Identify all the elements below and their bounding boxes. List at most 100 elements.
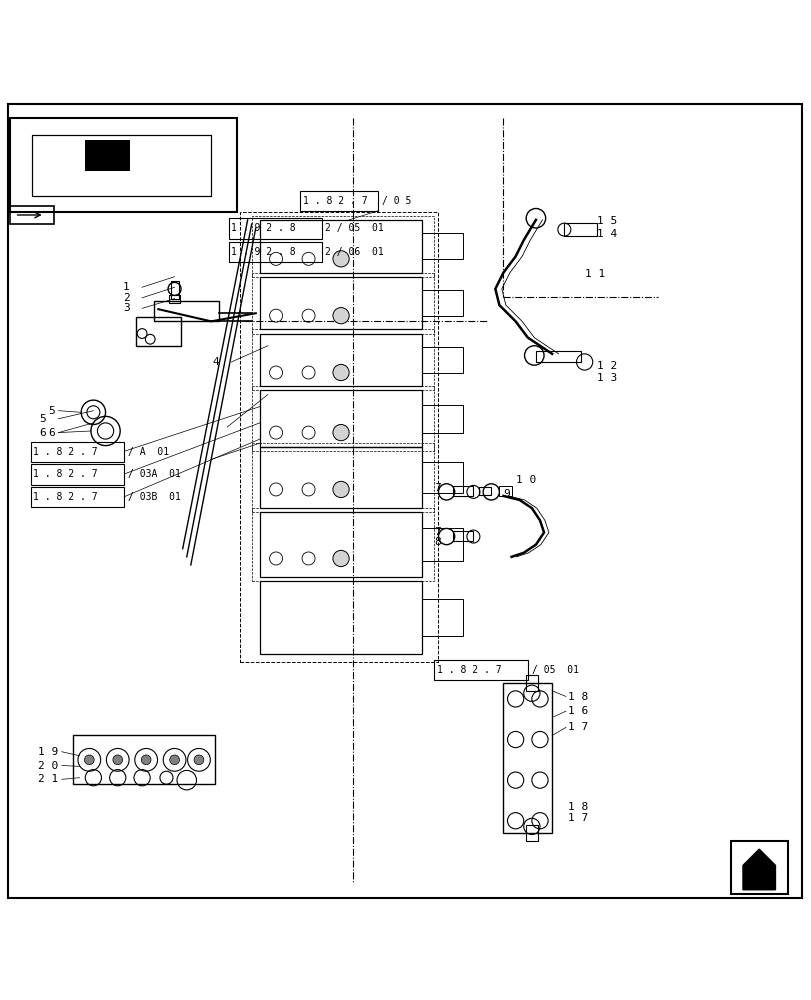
Text: 5: 5	[49, 406, 55, 416]
Circle shape	[113, 755, 122, 765]
Bar	[526, 825, 537, 841]
Text: 1 0: 1 0	[515, 475, 535, 485]
Text: 1 . 8 2 . 7: 1 . 8 2 . 7	[303, 196, 367, 206]
Text: 1 1: 1 1	[584, 269, 604, 279]
Text: / 03A  01: / 03A 01	[128, 469, 181, 479]
Bar	[422, 405, 462, 433]
Bar	[10, 206, 54, 224]
Text: 2 0: 2 0	[38, 761, 58, 771]
Circle shape	[333, 481, 349, 498]
Circle shape	[333, 424, 349, 441]
Circle shape	[333, 308, 349, 324]
Text: 1 . 9 2 . 8: 1 . 9 2 . 8	[231, 223, 296, 233]
Bar	[453, 531, 473, 541]
Bar	[10, 118, 237, 212]
Text: 1 8: 1 8	[568, 692, 588, 702]
Circle shape	[333, 550, 349, 567]
Bar	[32, 135, 211, 196]
Text: 7: 7	[434, 527, 440, 537]
Bar	[453, 486, 473, 496]
Bar	[154, 301, 219, 321]
Circle shape	[84, 755, 94, 765]
Text: 1 4: 1 4	[596, 229, 616, 239]
Text: 2: 2	[123, 293, 130, 303]
Bar	[422, 462, 462, 493]
Text: 1 2: 1 2	[596, 361, 616, 371]
Bar	[136, 317, 181, 346]
Text: / A  01: / A 01	[128, 447, 169, 457]
Text: / 0 5: / 0 5	[381, 196, 410, 206]
Text: 1 7: 1 7	[568, 722, 588, 732]
Text: 1 . 8 2 . 7: 1 . 8 2 . 7	[33, 469, 98, 479]
Text: 1 . 9 2 . 8: 1 . 9 2 . 8	[231, 247, 296, 257]
Text: 3: 3	[123, 303, 130, 313]
Text: 5: 5	[40, 414, 46, 424]
Bar	[31, 442, 124, 462]
Text: 6: 6	[49, 428, 55, 438]
Bar	[260, 277, 422, 329]
Bar	[251, 216, 434, 277]
Bar	[478, 487, 491, 495]
Text: / 03B  01: / 03B 01	[128, 492, 181, 502]
Bar	[422, 290, 462, 316]
Bar	[503, 683, 551, 833]
Text: 1 . 8 2 . 7: 1 . 8 2 . 7	[33, 447, 98, 457]
Circle shape	[333, 251, 349, 267]
Bar	[170, 281, 178, 299]
Text: / 05  01: / 05 01	[531, 665, 578, 675]
Text: 2 / 05  01: 2 / 05 01	[324, 223, 383, 233]
Text: 2 1: 2 1	[38, 774, 58, 784]
Circle shape	[333, 364, 349, 381]
Circle shape	[141, 755, 151, 765]
Bar	[730, 841, 787, 894]
Bar	[85, 140, 130, 171]
Bar	[239, 212, 438, 662]
Text: 1 6: 1 6	[568, 706, 588, 716]
Bar	[31, 464, 124, 485]
Text: 2 / 06  01: 2 / 06 01	[324, 247, 383, 257]
Text: 1 5: 1 5	[596, 216, 616, 226]
Bar	[260, 512, 422, 577]
Bar	[422, 347, 462, 373]
Bar	[229, 218, 322, 239]
Bar	[422, 599, 462, 636]
Text: 6: 6	[40, 428, 46, 438]
Bar	[526, 675, 537, 691]
Bar	[169, 295, 180, 303]
Text: 7: 7	[434, 483, 440, 493]
Bar	[260, 220, 422, 273]
Text: 1 . 8 2 . 7: 1 . 8 2 . 7	[33, 492, 98, 502]
Bar	[229, 242, 322, 262]
Polygon shape	[742, 849, 775, 890]
Bar	[31, 487, 124, 507]
Circle shape	[194, 755, 204, 765]
Bar	[300, 191, 377, 211]
Bar	[422, 233, 462, 259]
Bar	[535, 351, 580, 362]
Bar	[564, 223, 596, 236]
Text: 1 3: 1 3	[596, 373, 616, 383]
Bar	[434, 660, 527, 680]
Bar	[251, 443, 434, 512]
Text: 4: 4	[212, 357, 219, 367]
Bar	[260, 447, 422, 508]
Text: 1 9: 1 9	[38, 747, 58, 757]
Bar	[260, 390, 422, 447]
Bar	[422, 528, 462, 561]
Text: 1: 1	[123, 282, 130, 292]
Text: 9: 9	[503, 489, 509, 499]
Bar	[32, 135, 211, 196]
Circle shape	[169, 755, 179, 765]
Text: 1 8: 1 8	[568, 802, 588, 812]
Bar	[260, 581, 422, 654]
Bar	[251, 329, 434, 390]
Bar	[73, 735, 215, 784]
Bar	[251, 508, 434, 581]
Text: 8: 8	[434, 537, 440, 547]
Bar	[251, 273, 434, 334]
Text: 1 7: 1 7	[568, 813, 588, 823]
Bar	[251, 386, 434, 451]
Bar	[260, 334, 422, 386]
Bar	[499, 486, 511, 496]
Text: 1 . 8 2 . 7: 1 . 8 2 . 7	[436, 665, 501, 675]
